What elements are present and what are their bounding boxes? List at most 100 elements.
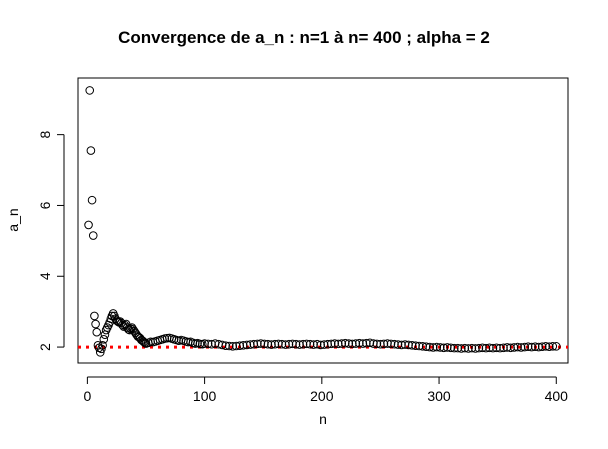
data-point — [86, 146, 96, 155]
data-point — [520, 342, 529, 352]
data-point — [488, 343, 498, 353]
data-point — [140, 338, 150, 348]
data-point — [344, 339, 354, 348]
data-point — [544, 342, 554, 352]
data-point — [207, 339, 216, 349]
data-point — [464, 344, 473, 353]
data-point — [246, 340, 255, 349]
data-point — [516, 343, 526, 352]
x-tick-label: 100 — [193, 388, 217, 404]
data-point — [541, 342, 551, 351]
data-point — [390, 339, 399, 349]
data-point — [319, 340, 329, 349]
data-point — [421, 342, 431, 352]
data-point — [98, 340, 107, 350]
data-point — [509, 343, 519, 352]
data-point — [442, 343, 452, 352]
data-point — [281, 340, 290, 349]
data-point — [231, 341, 241, 351]
data-point — [351, 339, 361, 348]
data-point — [267, 340, 276, 349]
data-point — [270, 339, 280, 349]
y-tick-label: 6 — [37, 201, 53, 209]
data-point — [284, 339, 294, 349]
data-point — [288, 339, 297, 349]
data-point — [295, 340, 304, 349]
data-point — [393, 340, 403, 349]
data-point — [355, 338, 364, 348]
data-point — [87, 195, 97, 205]
data-point — [228, 342, 238, 351]
data-point — [92, 327, 102, 337]
data-point — [439, 343, 449, 353]
data-point — [418, 342, 427, 351]
data-point — [323, 339, 332, 349]
plot-frame — [77, 77, 569, 364]
data-point — [379, 339, 389, 349]
data-point — [432, 342, 442, 352]
data-point — [386, 339, 396, 349]
data-point — [404, 340, 413, 350]
x-tick-label: 200 — [310, 388, 334, 404]
data-point — [88, 231, 98, 240]
data-point — [513, 342, 522, 352]
data-point — [302, 339, 311, 349]
data-point — [238, 340, 248, 350]
data-point — [551, 342, 561, 351]
data-point — [224, 341, 234, 351]
data-point — [449, 343, 459, 353]
data-point — [506, 343, 515, 353]
data-point — [242, 340, 252, 350]
data-point — [502, 343, 512, 352]
data-point — [221, 341, 231, 350]
x-axis: 0 100 200 300 400 — [83, 376, 568, 404]
data-point — [435, 343, 445, 352]
data-point — [460, 343, 470, 353]
data-point — [249, 339, 259, 349]
data-point — [122, 323, 132, 332]
data-point — [383, 339, 392, 348]
data-point — [485, 343, 494, 353]
data-point — [414, 341, 424, 351]
data-point — [99, 334, 109, 344]
data-point — [499, 343, 508, 353]
data-point — [298, 339, 308, 349]
data-point — [478, 343, 487, 353]
data-point — [457, 344, 466, 353]
data-point — [200, 339, 209, 348]
data-point — [333, 339, 343, 349]
data-point — [492, 343, 501, 353]
chart-title: Convergence de a_n : n=1 à n= 400 ; alph… — [118, 28, 490, 47]
data-point — [348, 339, 357, 349]
data-point — [85, 86, 95, 95]
data-point — [523, 342, 533, 352]
data-point — [277, 339, 287, 349]
x-axis-label: n — [319, 411, 327, 427]
x-tick-label: 0 — [83, 388, 91, 404]
data-point — [260, 339, 269, 349]
data-point — [548, 342, 558, 351]
data-point — [97, 344, 106, 354]
x-tick-label: 300 — [427, 388, 451, 404]
data-point — [139, 337, 148, 347]
data-point — [203, 339, 213, 349]
data-point — [305, 339, 315, 349]
data-point — [91, 319, 100, 329]
data-points — [84, 86, 561, 357]
data-point — [118, 320, 127, 330]
data-point — [534, 342, 543, 352]
y-tick-label: 2 — [37, 343, 53, 351]
data-point — [340, 338, 350, 348]
data-point — [407, 340, 417, 350]
data-point — [326, 339, 336, 349]
data-point — [316, 340, 325, 350]
data-point — [481, 343, 491, 353]
data-point — [337, 339, 347, 348]
data-point — [330, 339, 340, 348]
data-point — [537, 342, 547, 352]
data-point — [263, 339, 273, 349]
data-point — [453, 343, 463, 353]
data-point — [253, 339, 262, 349]
data-point — [530, 342, 540, 352]
